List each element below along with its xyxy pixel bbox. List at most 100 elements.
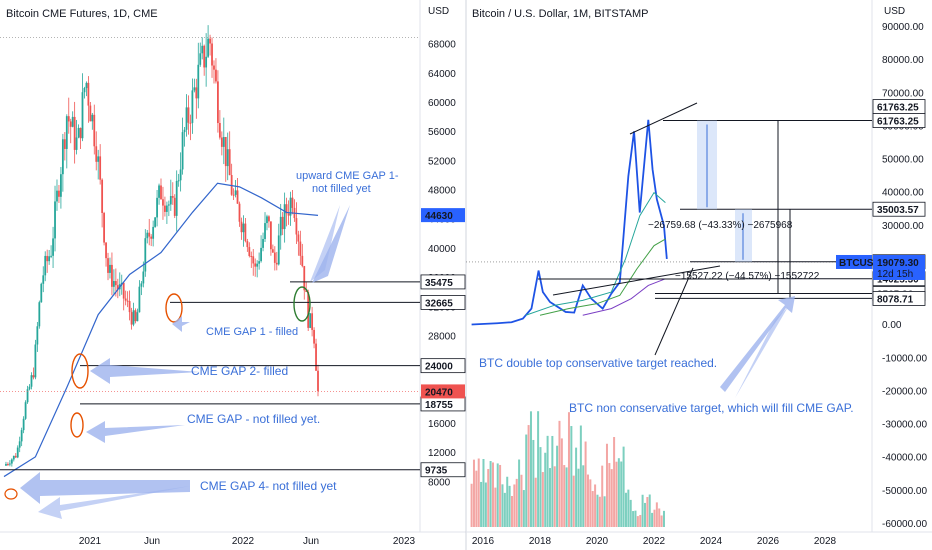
right-y-tick-label: -60000.00	[882, 519, 927, 530]
candle-body	[173, 197, 176, 216]
candle-body	[114, 281, 117, 286]
volume-bar	[558, 420, 561, 527]
right-level-label: 14025.30	[877, 275, 919, 286]
volume-bar	[610, 469, 613, 527]
candle-body	[128, 301, 131, 313]
candle-body	[109, 264, 111, 273]
candle-body	[309, 313, 312, 328]
arrow-gap1	[306, 205, 350, 283]
candle-body	[10, 459, 13, 464]
level-badge	[420, 358, 466, 374]
volume-bar	[634, 510, 637, 527]
candle-body	[28, 386, 31, 390]
candle-body	[8, 463, 11, 465]
candle-body	[195, 87, 198, 99]
candle-body	[162, 199, 164, 206]
right-y-tick-label: 30000.00	[882, 221, 924, 232]
candle-body	[311, 313, 314, 330]
candle-body	[209, 38, 211, 44]
level-label: 35475	[425, 278, 453, 289]
candle-body	[16, 447, 19, 458]
candle-body	[171, 196, 174, 198]
volume-bar	[475, 470, 478, 527]
candle-body	[315, 343, 317, 371]
candle-body	[91, 114, 94, 122]
right-x-tick-label: 2026	[757, 536, 780, 547]
candle-body	[24, 402, 27, 419]
candle-body	[281, 216, 284, 230]
series-line	[582, 278, 666, 316]
candle-body	[179, 169, 182, 181]
right-y-tick-label: 40000.00	[882, 188, 924, 199]
gap1-annotation: upward CME GAP 1-	[296, 170, 399, 182]
candle-body	[38, 302, 41, 327]
volume-bar	[639, 514, 642, 527]
volume-bar	[582, 465, 585, 527]
candle-body	[116, 285, 119, 290]
candle-body	[52, 238, 54, 256]
candle-body	[46, 255, 49, 262]
double-top-annotation: BTC double top conservative target reach…	[479, 356, 717, 370]
right-x-tick-label: 2020	[586, 536, 609, 547]
candle-body	[154, 217, 157, 227]
right-level-label: 8078.71	[877, 294, 914, 305]
left-unit-label: USD	[428, 6, 449, 17]
candle-body	[260, 247, 262, 262]
right-y-tick-label: 70000.00	[882, 88, 924, 99]
symbol-label: BTCUSD	[839, 258, 881, 269]
volume-bar	[636, 516, 639, 527]
volume-bar	[529, 411, 532, 527]
candle-body	[252, 256, 255, 264]
candle-body	[299, 241, 302, 256]
candle-body	[234, 190, 237, 195]
candle-body	[197, 64, 200, 99]
volume-bar	[591, 491, 594, 527]
candle-body	[215, 69, 217, 82]
right-level-badge-upper	[872, 99, 926, 114]
gap4-ellipse	[4, 488, 18, 500]
volume-group	[470, 411, 665, 527]
candle-body	[122, 282, 125, 299]
volume-bar	[601, 465, 604, 527]
candle-body	[165, 205, 168, 212]
level-label: 9735	[425, 466, 448, 477]
candle-body	[248, 247, 251, 256]
candle-body	[297, 234, 300, 242]
candle-body	[7, 463, 9, 465]
candle-body	[150, 236, 153, 239]
right-unit-label: USD	[884, 6, 905, 17]
candle-body	[93, 114, 96, 147]
candle-body	[295, 218, 298, 235]
candle-body	[160, 185, 162, 200]
volume-bar	[496, 463, 499, 527]
gap1-filled-ellipse	[165, 293, 183, 323]
volume-bar	[660, 515, 663, 527]
series-line	[525, 191, 666, 316]
double-top-trendline	[629, 102, 698, 135]
candle-body	[48, 256, 51, 262]
candle-body	[287, 213, 290, 216]
candle-body	[264, 223, 266, 239]
volume-bar	[484, 482, 487, 527]
volume-bar	[539, 447, 542, 527]
gap3-ellipse	[70, 412, 84, 438]
candle-body	[130, 312, 133, 325]
level-badge	[420, 295, 466, 310]
candle-body	[244, 223, 247, 242]
arrow-gap1-b	[310, 205, 340, 282]
candle-body	[138, 286, 141, 313]
candle-body	[242, 223, 245, 233]
right-y-tick-label: -40000.00	[882, 453, 927, 464]
volume-bar	[560, 438, 563, 527]
candle-body	[228, 149, 231, 176]
left-y-tick-label: 68000	[428, 40, 456, 51]
candle-body	[42, 275, 45, 284]
candle-body	[22, 418, 25, 431]
non-conservative-annotation: BTC non conservative target, which will …	[569, 401, 854, 415]
candle-body	[213, 65, 215, 70]
volume-bar	[615, 461, 618, 527]
left-y-tick-label: 12000	[428, 448, 456, 459]
level-label: 32665	[425, 298, 453, 309]
